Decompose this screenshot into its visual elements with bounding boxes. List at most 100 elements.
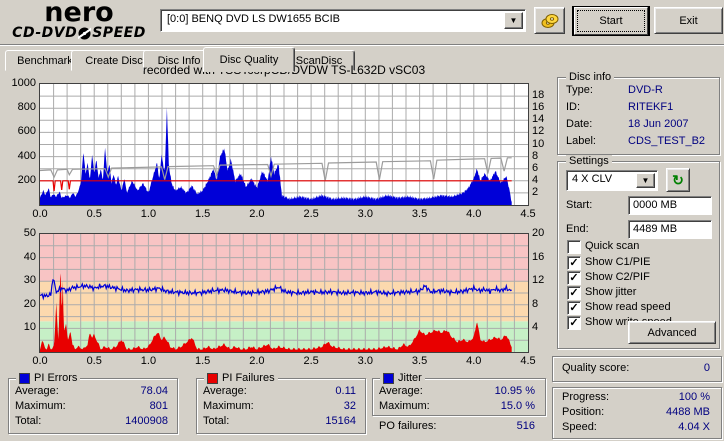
pif-avg-value: 0.11 (335, 385, 356, 397)
disc-label-value: CDS_TEST_B2 (628, 135, 706, 147)
axis-tick-label: 600 (17, 125, 36, 138)
jitter-max-label: Maximum: (379, 400, 430, 412)
pif-avg-label: Average: (203, 385, 247, 397)
disc-type-label: Type: (566, 84, 593, 96)
axis-tick-label: 2.5 (303, 208, 319, 220)
pi-failures-jitter-chart (39, 233, 529, 353)
quality-score-value: 0 (703, 362, 710, 374)
pif-total-value: 15164 (325, 415, 356, 427)
scan-start-field[interactable]: 0000 MB (628, 196, 712, 215)
pi-errors-chart (39, 83, 529, 206)
jitter-avg-label: Average: (379, 385, 423, 397)
pi-failures-title: PI Failures (204, 372, 278, 384)
disc-id-label: ID: (566, 101, 581, 113)
show-read-speed-label: Show read speed (585, 301, 671, 313)
jitter-title: Jitter (380, 372, 425, 384)
axis-tick-label: 400 (17, 149, 36, 162)
axis-tick-label: 1.0 (140, 208, 157, 220)
disc-icon (78, 27, 92, 39)
axis-tick-label: 2.0 (249, 355, 265, 367)
refresh-button[interactable]: ↻ (666, 168, 690, 192)
settings-group (557, 161, 720, 349)
pie-max-value: 801 (149, 400, 168, 412)
axis-tick-label: 0.5 (86, 208, 102, 220)
axis-tick-label: 20 (532, 227, 545, 239)
axis-tick-label: 6 (532, 161, 539, 174)
show-jitter-label: Show jitter (585, 286, 637, 298)
show-write-speed-checkbox[interactable]: ✓ (567, 316, 581, 330)
axis-tick-label: 8 (532, 297, 539, 310)
chevron-down-icon[interactable]: ▼ (504, 12, 523, 29)
axis-tick-label: 12 (532, 125, 545, 138)
pi-errors-legend-swatch (19, 372, 30, 384)
tab-disc-info[interactable]: Disc Info (143, 50, 215, 71)
logo-cdspeed-text: CD-DVD SPEED (12, 25, 146, 41)
pif-max-label: Maximum: (203, 400, 254, 412)
disc-tools-button[interactable] (534, 7, 565, 34)
axis-tick-label: 2.0 (249, 208, 265, 220)
logo-nero-text: nero (44, 0, 114, 28)
disc-type-value: DVD-R (628, 84, 663, 96)
jitter-group (372, 378, 546, 416)
tab-scandisc[interactable]: ScanDisc (283, 50, 355, 71)
axis-tick-label: 18 (532, 89, 545, 102)
axis-tick-label: 8 (532, 149, 539, 162)
app-logo: nero CD-DVD SPEED (6, 0, 152, 43)
discs-icon (541, 13, 558, 28)
pie-avg-label: Average: (15, 385, 59, 397)
show-c1-pie-checkbox[interactable]: ✓ (567, 256, 581, 270)
pi-errors-title: PI Errors (16, 372, 81, 384)
refresh-icon: ↻ (672, 172, 684, 188)
axis-tick-label: 800 (17, 101, 36, 114)
pie-avg-value: 78.04 (140, 385, 168, 397)
position-value: 4488 MB (665, 406, 710, 418)
start-button-label: Start (599, 15, 623, 27)
axis-tick-label: 50 (23, 227, 36, 239)
chevron-down-icon[interactable]: ▼ (636, 173, 655, 188)
axis-tick-label: 1.5 (195, 208, 211, 220)
axis-tick-label: 3.5 (411, 208, 428, 220)
axis-tick-label: 1000 (11, 77, 36, 89)
disc-info-title: Disc info (566, 71, 615, 83)
progress-value: 100 % (678, 391, 710, 403)
axis-tick-label: 20 (23, 297, 36, 310)
drive-select[interactable]: [0:0] BENQ DVD LS DW1655 BCIB ▼ (160, 9, 526, 32)
exit-button-label: Exit (679, 14, 698, 27)
axis-tick-label: 0.5 (86, 355, 102, 367)
scan-end-field[interactable]: 4489 MB (628, 220, 712, 239)
quick-scan-checkbox[interactable]: ✓ (567, 240, 581, 254)
disc-id-value: RITEKF1 (628, 101, 674, 113)
tab-disc-quality[interactable]: Disc Quality (203, 47, 295, 72)
speed-select[interactable]: 4 X CLV ▼ (566, 170, 658, 191)
exit-button[interactable]: Exit (654, 7, 723, 34)
axis-tick-label: 2 (532, 185, 539, 198)
start-button[interactable]: Start (572, 6, 650, 36)
tab-create-disc[interactable]: Create Disc (71, 50, 157, 71)
axis-tick-label: 4.0 (466, 208, 482, 220)
axis-tick-label: 14 (532, 113, 545, 126)
pie-total-value: 1400908 (125, 415, 168, 427)
axis-tick-label: 2.5 (303, 355, 319, 367)
pi-failures-group (196, 378, 366, 434)
pif-total-label: Total: (203, 415, 230, 427)
show-read-speed-checkbox[interactable]: ✓ (567, 301, 581, 315)
advanced-button[interactable]: Advanced (628, 321, 716, 344)
quality-score-label: Quality score: (562, 362, 630, 374)
axis-tick-label: 200 (17, 173, 36, 186)
quick-scan-label: Quick scan (585, 240, 640, 252)
axis-tick-label: 4 (532, 173, 539, 186)
pie-max-label: Maximum: (15, 400, 66, 412)
axis-tick-label: 10 (532, 137, 545, 150)
axis-tick-label: 1.5 (195, 355, 211, 367)
show-c2-pif-checkbox[interactable]: ✓ (567, 271, 581, 285)
position-label: Position: (562, 406, 605, 418)
axis-tick-label: 30 (23, 274, 36, 287)
show-jitter-checkbox[interactable]: ✓ (567, 286, 581, 300)
drive-select-value: [0:0] BENQ DVD LS DW1655 BCIB (167, 13, 341, 25)
speed-label: Speed: (562, 421, 597, 433)
settings-title: Settings (566, 155, 612, 167)
axis-tick-label: 10 (23, 321, 36, 334)
axis-tick-label: 4.5 (520, 355, 536, 367)
disc-date-label: Date: (566, 118, 593, 130)
progress-label: Progress: (562, 391, 610, 403)
